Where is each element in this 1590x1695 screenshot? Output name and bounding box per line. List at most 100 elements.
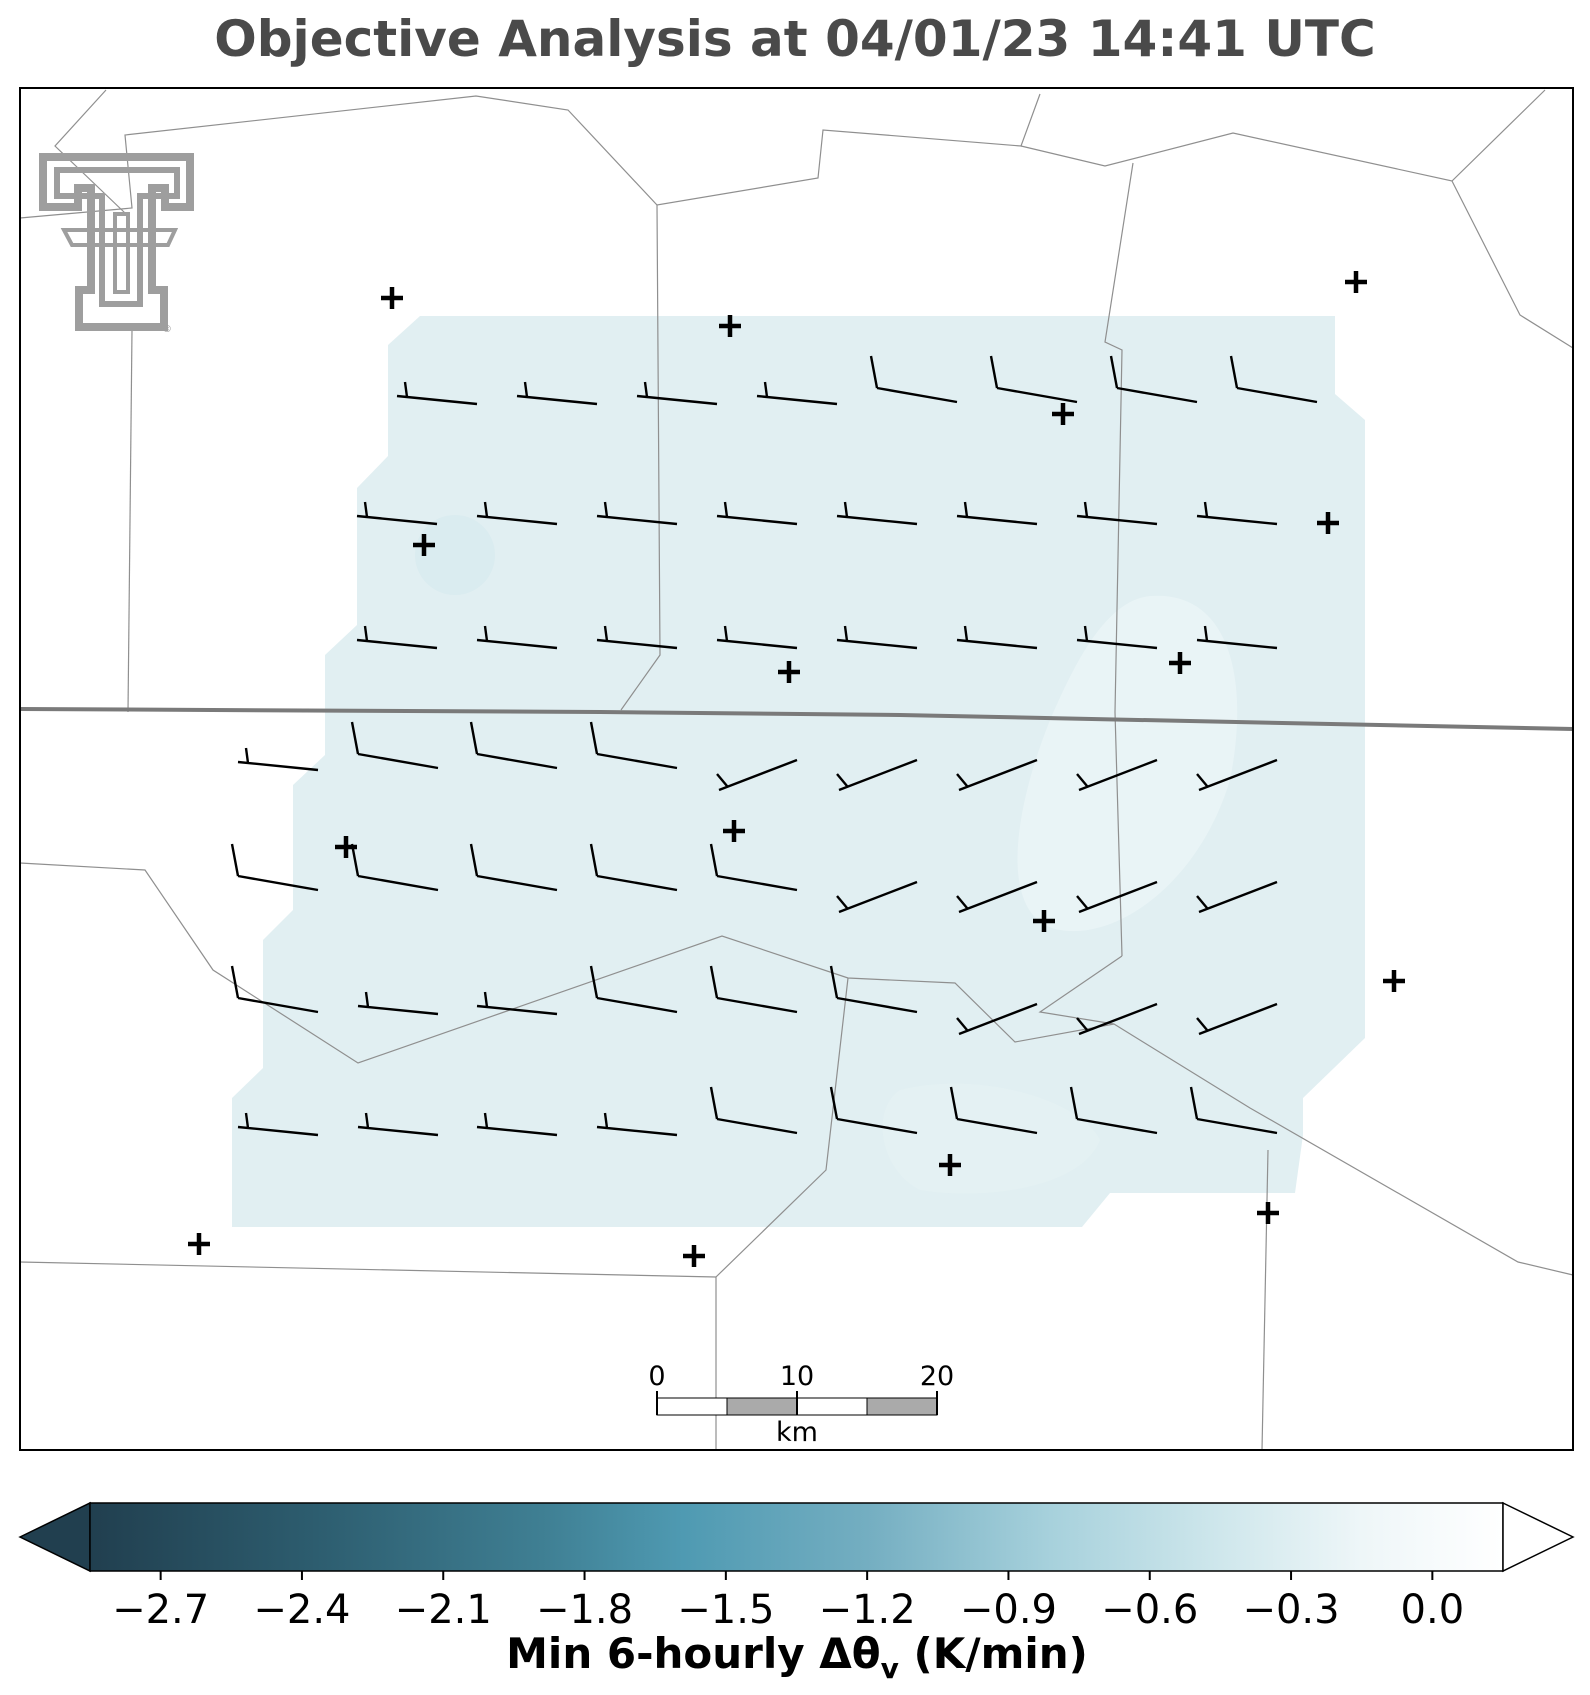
wind-barb bbox=[716, 501, 798, 526]
wind-barb bbox=[237, 1112, 319, 1137]
map-frame bbox=[19, 87, 1574, 1451]
wind-barb bbox=[956, 758, 1038, 792]
colorbar-body bbox=[89, 1502, 1504, 1572]
wind-barb bbox=[836, 625, 918, 650]
colorbar-tick-label: −2.7 bbox=[112, 1587, 209, 1633]
wind-barb bbox=[476, 625, 558, 650]
wind-barb bbox=[1076, 625, 1158, 650]
wind-barb bbox=[516, 381, 598, 406]
colorbar-tick-label: −0.6 bbox=[1101, 1587, 1198, 1633]
scale-label-20: 20 bbox=[920, 1361, 954, 1392]
wind-barb bbox=[230, 843, 319, 892]
colorbar-label: Min 6-hourly Δθv (K/min) bbox=[506, 1629, 1088, 1685]
colorbar-tick-label: 0.0 bbox=[1401, 1587, 1465, 1633]
wind-barb bbox=[1076, 501, 1158, 526]
station-marker bbox=[1257, 1202, 1279, 1224]
colorbar-ticks: −2.7 −2.4 −2.1 −1.8 −1.5 −1.2 −0.9 −0.6 −0.3 0.0 bbox=[112, 1571, 1464, 1633]
colorbar-tick-label: −1.8 bbox=[536, 1587, 633, 1633]
wind-barb bbox=[357, 1112, 439, 1137]
wind-barb bbox=[350, 721, 439, 770]
station-marker bbox=[1383, 970, 1405, 992]
wind-barb bbox=[1109, 355, 1198, 404]
station-marker bbox=[335, 836, 357, 858]
wind-barb bbox=[956, 625, 1038, 650]
wind-barb bbox=[589, 965, 678, 1014]
scale-bar: 0 10 20 km bbox=[648, 1361, 954, 1448]
wind-barb bbox=[836, 880, 918, 914]
analysis-light-patch bbox=[1017, 595, 1238, 932]
scale-label-0: 0 bbox=[648, 1361, 665, 1392]
colorbar-tick-label: −0.9 bbox=[960, 1587, 1057, 1633]
station-marker bbox=[939, 1154, 961, 1176]
colorbar-tick-label: −2.4 bbox=[253, 1587, 350, 1633]
station-marker bbox=[1169, 652, 1191, 674]
wind-barb bbox=[350, 843, 439, 892]
scale-unit: km bbox=[776, 1417, 818, 1448]
wind-barb bbox=[1196, 758, 1278, 792]
colorbar-tick-label: −1.5 bbox=[677, 1587, 774, 1633]
wind-barb bbox=[237, 747, 319, 772]
wind-barb bbox=[476, 991, 558, 1016]
wind-barb bbox=[589, 721, 678, 770]
wind-barb bbox=[356, 501, 438, 526]
wind-barb bbox=[836, 501, 918, 526]
logo-registered-mark: ® bbox=[162, 324, 172, 335]
colorbar-tick-label: −1.2 bbox=[819, 1587, 916, 1633]
wind-barb bbox=[1196, 501, 1278, 526]
wind-barb bbox=[709, 843, 798, 892]
station-marker bbox=[1345, 271, 1367, 293]
wind-barb bbox=[956, 501, 1038, 526]
wind-barb bbox=[709, 965, 798, 1014]
station-marker bbox=[719, 315, 741, 337]
wind-barb bbox=[356, 625, 438, 650]
wind-barb bbox=[1229, 355, 1318, 404]
wind-barbs bbox=[230, 355, 1318, 1137]
wind-barb bbox=[756, 381, 838, 406]
wind-barb bbox=[1076, 758, 1158, 792]
county-boundaries bbox=[19, 89, 1574, 1451]
wind-barb bbox=[469, 843, 558, 892]
wind-barb bbox=[357, 991, 439, 1016]
analysis-dark-patch bbox=[415, 515, 495, 595]
wind-barb bbox=[709, 1086, 798, 1135]
wind-barb bbox=[596, 625, 678, 650]
wind-barb bbox=[836, 758, 918, 792]
analysis-field bbox=[232, 316, 1365, 1227]
station-marker bbox=[1052, 403, 1074, 425]
wind-barb bbox=[989, 355, 1078, 404]
wind-barb bbox=[869, 355, 958, 404]
texas-tech-logo: ® bbox=[39, 153, 194, 335]
station-marker bbox=[778, 661, 800, 683]
wind-barb bbox=[1189, 1086, 1278, 1135]
wind-barb bbox=[476, 501, 558, 526]
station-marker bbox=[683, 1245, 705, 1267]
wind-barb bbox=[829, 1086, 918, 1135]
station-marker bbox=[413, 534, 435, 556]
station-marker bbox=[188, 1233, 210, 1255]
map-title: Objective Analysis at 04/01/23 14:41 UTC bbox=[214, 10, 1376, 68]
wind-barb bbox=[956, 1002, 1038, 1036]
wind-barb bbox=[589, 843, 678, 892]
analysis-fill bbox=[232, 316, 1365, 1227]
station-marker bbox=[381, 287, 403, 309]
wind-barb bbox=[1196, 880, 1278, 914]
colorbar-tick-label: −2.1 bbox=[395, 1587, 492, 1633]
wind-barb bbox=[469, 721, 558, 770]
wind-barb bbox=[396, 381, 478, 406]
wind-barb bbox=[956, 880, 1038, 914]
wind-barb bbox=[716, 625, 798, 650]
wind-barb bbox=[230, 965, 319, 1014]
wind-barb bbox=[1196, 625, 1278, 650]
colorbar-extend-high bbox=[1502, 1501, 1575, 1573]
state-line bbox=[19, 707, 1574, 731]
wind-barb bbox=[596, 1112, 678, 1137]
colorbar-tick-label: −0.3 bbox=[1242, 1587, 1339, 1633]
colorbar: −2.7 −2.4 −2.1 −1.8 −1.5 −1.2 −0.9 −0.6 −0.3 0.0 … bbox=[18, 1501, 1575, 1685]
wind-barb bbox=[829, 965, 918, 1014]
wind-barb bbox=[949, 1086, 1038, 1135]
station-marker bbox=[1033, 910, 1055, 932]
analysis-light-patch-2 bbox=[882, 1083, 1100, 1194]
station-markers bbox=[188, 271, 1405, 1267]
colorbar-extend-low bbox=[18, 1501, 91, 1573]
